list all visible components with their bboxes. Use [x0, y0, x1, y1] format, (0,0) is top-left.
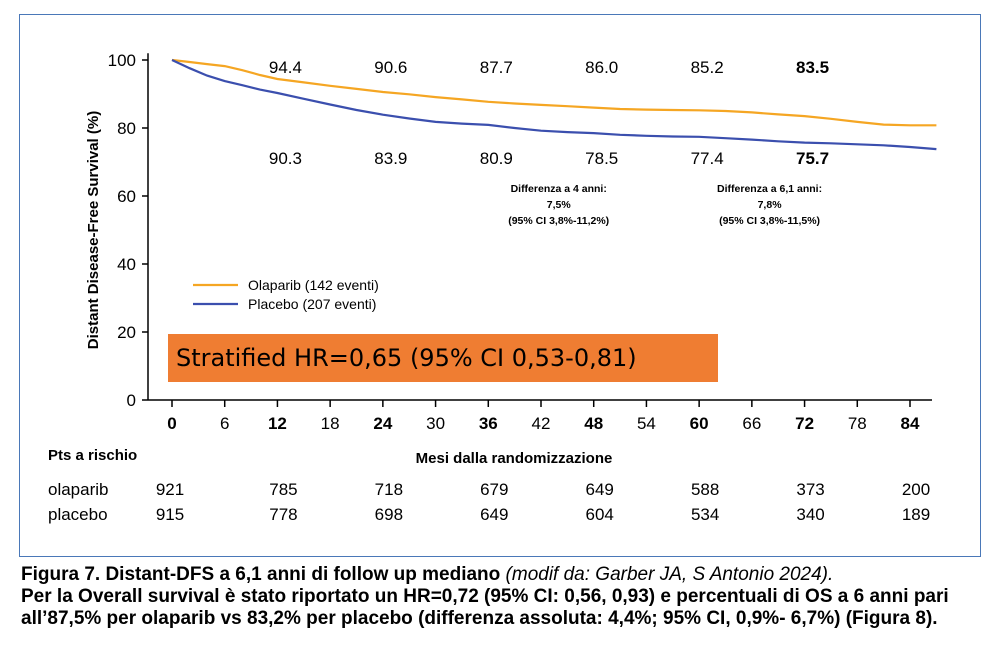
y-tick-label: 60 [117, 187, 136, 206]
placebo-value-label: 83.9 [374, 149, 407, 168]
x-tick-label: 42 [532, 414, 551, 433]
placebo-value-label: 80.9 [480, 149, 513, 168]
difference-annotation-line: (95% CI 3,8%-11,5%) [719, 215, 820, 227]
risk-table-title: Pts a rischio [48, 447, 137, 464]
olaparib-value-label: 94.4 [269, 58, 302, 77]
x-tick-label: 54 [637, 414, 656, 433]
x-tick-label: 60 [690, 414, 709, 433]
olaparib-value-label: 87.7 [480, 58, 513, 77]
risk-value: 534 [691, 505, 719, 524]
y-tick-label: 40 [117, 255, 136, 274]
caption-body: Per la Overall survival è stato riportat… [21, 586, 949, 629]
risk-value: 588 [691, 480, 719, 499]
x-tick-label: 78 [848, 414, 867, 433]
x-tick-label: 12 [268, 414, 287, 433]
x-tick-label: 48 [584, 414, 603, 433]
x-tick-label: 30 [426, 414, 445, 433]
placebo-value-label: 78.5 [585, 149, 618, 168]
risk-value: 373 [796, 480, 824, 499]
x-tick-label: 18 [321, 414, 340, 433]
olaparib-value-label: 85.2 [691, 58, 724, 77]
y-tick-label: 20 [117, 323, 136, 342]
hr-box [168, 334, 718, 382]
x-tick-label: 36 [479, 414, 498, 433]
risk-value: 785 [269, 480, 297, 499]
y-tick-label: 100 [108, 51, 136, 70]
risk-value: 698 [375, 505, 403, 524]
km-chart: 0 20 40 60 80 100 0 6 12 18 24 30 36 42 48 54 60 66 72 78 84… [48, 51, 937, 524]
olaparib-value-label: 83.5 [796, 58, 829, 77]
risk-value: 915 [156, 505, 184, 524]
olaparib-value-label: 86.0 [585, 58, 618, 77]
risk-value: 649 [586, 480, 614, 499]
x-tick-label: 84 [901, 414, 920, 433]
placebo-curve [171, 59, 937, 151]
risk-value: 340 [796, 505, 824, 524]
y-tick-label: 80 [117, 119, 136, 138]
placebo-value-label: 90.3 [269, 149, 302, 168]
placebo-value-label: 77.4 [691, 149, 724, 168]
risk-value: 604 [586, 505, 614, 524]
x-axis-title: Mesi dalla randomizzazione [416, 450, 613, 467]
difference-annotation-line: (95% CI 3,8%-11,2%) [508, 215, 609, 227]
difference-annotation-line: Differenza a 6,1 anni: [717, 183, 822, 195]
olaparib-curve [171, 58, 937, 127]
difference-annotation-line: 7,5% [547, 199, 572, 211]
risk-row-label: placebo [48, 505, 108, 524]
x-tick-label: 0 [167, 414, 176, 433]
figure-caption: Figura 7. Distant-DFS a 6,1 anni di foll… [21, 564, 991, 630]
risk-row-label: olaparib [48, 480, 109, 499]
legend-olaparib-label: Olaparib (142 eventi) [248, 277, 379, 293]
caption-source: (modif da: Garber JA, S Antonio 2024). [505, 564, 834, 585]
legend-placebo-label: Placebo (207 eventi) [248, 296, 376, 312]
x-tick-label: 72 [795, 414, 814, 433]
y-axis-title: Distant Disease-Free Survival (%) [85, 111, 102, 349]
y-tick-label: 0 [127, 391, 136, 410]
placebo-value-label: 75.7 [796, 149, 829, 168]
olaparib-value-label: 90.6 [374, 58, 407, 77]
difference-annotation-line: Differenza a 4 anni: [511, 183, 607, 195]
figure-frame [19, 14, 981, 557]
risk-value: 679 [480, 480, 508, 499]
hr-box-text: Stratified HR=0,65 (95% CI 0,53-0,81) [176, 344, 637, 372]
x-tick-label: 24 [373, 414, 392, 433]
risk-value: 189 [902, 505, 930, 524]
caption-title: Figura 7. Distant-DFS a 6,1 anni di foll… [21, 564, 506, 585]
difference-annotation-line: 7,8% [758, 199, 783, 211]
x-tick-label: 6 [220, 414, 229, 433]
risk-value: 778 [269, 505, 297, 524]
risk-value: 718 [375, 480, 403, 499]
x-tick-label: 66 [742, 414, 761, 433]
risk-value: 200 [902, 480, 930, 499]
risk-value: 649 [480, 505, 508, 524]
risk-value: 921 [156, 480, 184, 499]
